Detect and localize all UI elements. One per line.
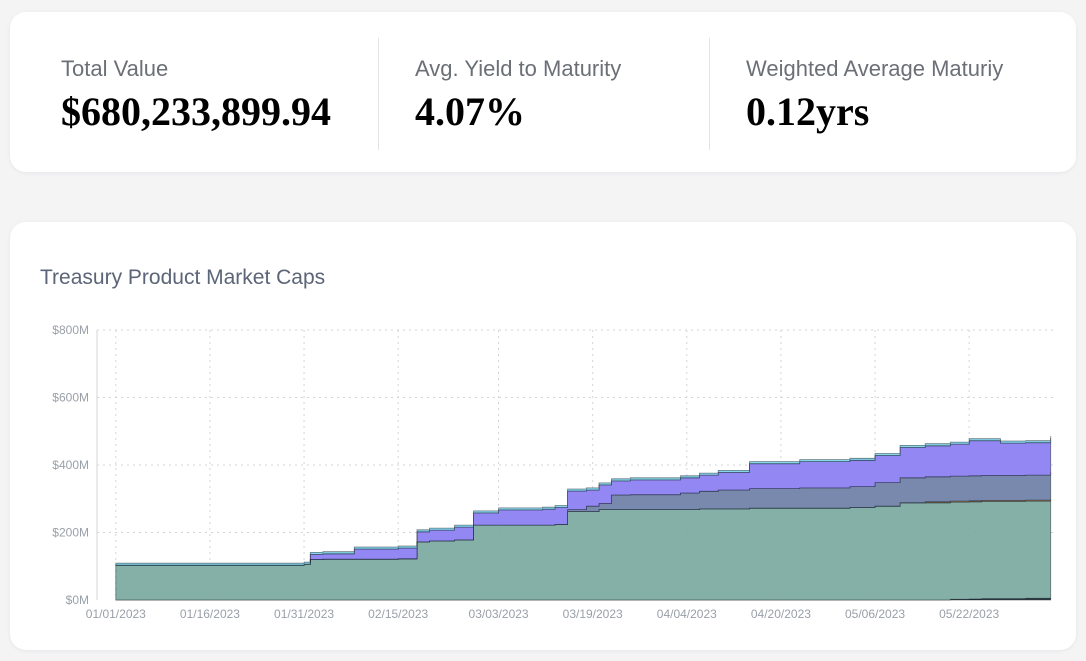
x-tick-label: 01/01/2023 — [86, 607, 146, 621]
stat-label-weighted-maturity: Weighted Average Maturiy — [746, 56, 1004, 81]
y-tick-label: $0M — [66, 593, 89, 607]
market-cap-chart: $0M $200M $400M $600M $800M 01/01/2023 01/16/2… — [52, 323, 1057, 621]
x-tick-label: 04/20/2023 — [751, 607, 811, 621]
x-tick-label: 05/06/2023 — [845, 607, 905, 621]
x-tick-label: 01/16/2023 — [180, 607, 240, 621]
x-tick-label: 05/22/2023 — [939, 607, 999, 621]
stat-label-avg-yield: Avg. Yield to Maturity — [415, 56, 622, 81]
y-tick-label: $600M — [52, 391, 89, 405]
stats-card: Total Value $680,233,899.94 Avg. Yield t… — [10, 12, 1076, 172]
x-tick-label: 01/31/2023 — [274, 607, 334, 621]
area-series — [115, 436, 1052, 566]
stat-value-weighted-maturity: 0.12yrs — [746, 89, 870, 134]
stat-value-total-value: $680,233,899.94 — [61, 89, 331, 134]
y-tick-label: $800M — [52, 323, 89, 337]
y-tick-label: $200M — [52, 526, 89, 540]
chart-title: Treasury Product Market Caps — [40, 266, 326, 289]
x-tick-label: 02/15/2023 — [368, 607, 428, 621]
chart-card: Treasury Product Market Caps $0M $200M $40… — [10, 222, 1076, 650]
stat-divider — [709, 38, 710, 150]
stat-value-avg-yield: 4.07% — [415, 89, 525, 134]
x-tick-label: 03/03/2023 — [469, 607, 529, 621]
x-tick-label: 03/19/2023 — [563, 607, 623, 621]
chart-areas — [115, 436, 1052, 601]
y-tick-label: $400M — [52, 458, 89, 472]
area-series — [115, 500, 1052, 601]
stat-divider — [378, 38, 379, 150]
stat-label-total-value: Total Value — [61, 56, 169, 81]
x-tick-label: 04/04/2023 — [657, 607, 717, 621]
chart-ticks: $0M $200M $400M $600M $800M 01/01/2023 01/16/2… — [52, 323, 999, 621]
